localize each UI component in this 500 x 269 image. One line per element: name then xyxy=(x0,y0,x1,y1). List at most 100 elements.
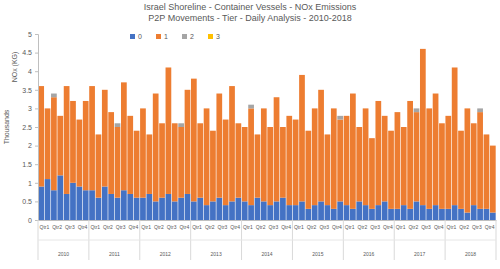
bar xyxy=(318,90,324,202)
bar xyxy=(115,127,121,198)
bar xyxy=(439,123,445,124)
bar xyxy=(274,201,280,220)
bar xyxy=(471,123,477,124)
bar xyxy=(401,205,407,220)
bar xyxy=(484,134,490,208)
bar xyxy=(166,194,172,220)
bar xyxy=(356,127,362,128)
year-label: 2016 xyxy=(363,251,374,257)
bar xyxy=(477,112,483,209)
bar xyxy=(325,134,331,205)
bar xyxy=(286,205,292,220)
bar xyxy=(248,104,254,105)
bar xyxy=(350,93,356,94)
bar xyxy=(465,108,471,212)
bar xyxy=(420,49,426,205)
bar xyxy=(127,194,133,220)
bar xyxy=(325,134,331,135)
bar xyxy=(471,123,477,124)
y-tick-mark xyxy=(35,53,38,54)
bar xyxy=(197,198,203,220)
bar xyxy=(229,86,235,201)
bar xyxy=(89,190,95,220)
x-tick: Qtr4 xyxy=(129,224,139,230)
bar xyxy=(274,97,280,98)
x-tick-label: Qtr2 xyxy=(307,224,317,230)
bar xyxy=(70,183,76,220)
bar xyxy=(115,123,121,127)
bar xyxy=(484,134,490,135)
bar xyxy=(115,123,121,124)
x-tick-label: Qtr2 xyxy=(103,224,113,230)
y-tick-mark xyxy=(35,108,38,109)
bar xyxy=(146,194,152,220)
x-tick-label: Qtr2 xyxy=(205,224,215,230)
bar xyxy=(471,205,477,220)
bar xyxy=(108,112,114,113)
bar xyxy=(236,198,242,220)
bar xyxy=(325,134,331,135)
x-tick: Qtr2 xyxy=(103,224,113,230)
x-tick-label: Qtr1 xyxy=(141,224,151,230)
x-tick-label: Qtr1 xyxy=(192,224,202,230)
x-tick-label: Qtr4 xyxy=(78,224,88,230)
bar xyxy=(490,146,496,213)
bar xyxy=(242,127,248,128)
x-tick: Qtr3 xyxy=(319,224,329,230)
y-tick-mark xyxy=(35,34,38,35)
bar xyxy=(286,115,292,116)
x-tick-label: Qtr2 xyxy=(256,224,266,230)
bar xyxy=(76,119,82,120)
y-tick-label: 1.5 xyxy=(22,161,32,168)
bar xyxy=(452,67,458,205)
bar xyxy=(261,108,267,109)
bar xyxy=(153,93,159,94)
bar xyxy=(344,115,350,116)
bar xyxy=(356,127,362,201)
bar xyxy=(305,130,311,131)
series-1 xyxy=(38,49,495,213)
bar xyxy=(350,93,356,94)
bar xyxy=(96,134,102,135)
bar xyxy=(293,205,299,220)
x-tick-label: Qtr3 xyxy=(116,224,126,230)
bar xyxy=(388,130,394,131)
bar xyxy=(172,123,178,124)
bar xyxy=(337,115,343,116)
legend-swatch xyxy=(182,34,187,39)
x-tick: Qtr3 xyxy=(167,224,177,230)
bar xyxy=(76,119,82,120)
bar xyxy=(299,75,305,201)
bar xyxy=(153,201,159,220)
x-tick: Qtr1 xyxy=(396,224,406,230)
bar xyxy=(159,123,165,197)
bar xyxy=(248,108,254,205)
bar xyxy=(490,145,496,146)
x-tick-label: Qtr3 xyxy=(319,224,329,230)
bar xyxy=(414,108,420,112)
bar xyxy=(255,134,261,135)
bar xyxy=(229,86,235,87)
x-tick-label: Qtr4 xyxy=(332,224,342,230)
bar xyxy=(146,134,152,135)
legend-swatch xyxy=(130,34,135,39)
y-axis-line xyxy=(35,35,39,221)
bar xyxy=(172,201,178,220)
bar xyxy=(414,108,420,109)
bar xyxy=(305,131,311,209)
bar xyxy=(134,130,140,131)
bar xyxy=(433,205,439,220)
x-tick: Qtr1 xyxy=(294,224,304,230)
bar xyxy=(382,115,388,116)
bar xyxy=(414,112,420,201)
bar xyxy=(414,201,420,220)
y-tick: 0.5 xyxy=(22,198,38,205)
y-tick: 4 xyxy=(28,68,38,75)
bar xyxy=(51,94,57,98)
x-tick-label: Qtr2 xyxy=(154,224,164,230)
bar xyxy=(337,120,343,202)
bar xyxy=(274,97,280,98)
bar xyxy=(299,74,305,75)
bar xyxy=(96,134,102,197)
bar xyxy=(236,123,242,197)
